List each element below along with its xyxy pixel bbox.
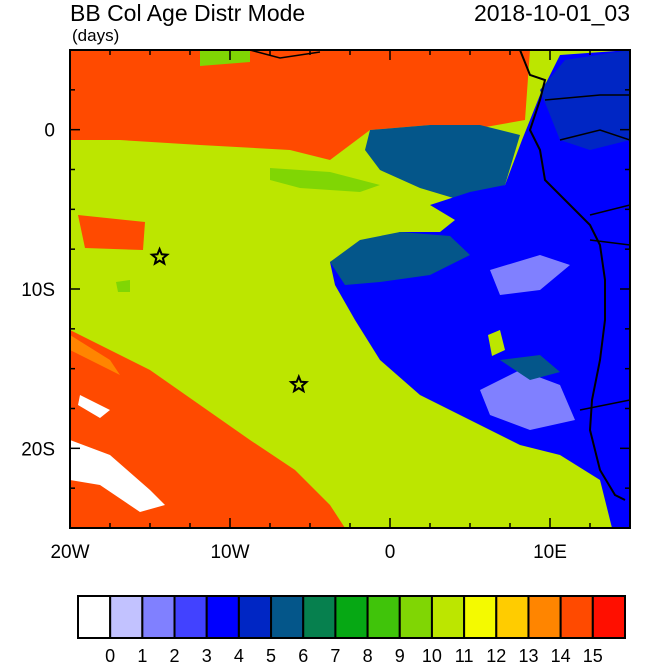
colorbar-box <box>463 595 498 639</box>
colorbar: 0 1 2 3 4 5 6 7 8 9 10 11 12 13 14 15 <box>77 595 627 666</box>
colorbar-box <box>109 595 144 639</box>
colorbar-label: 13 <box>518 646 538 666</box>
colorbar-box <box>591 595 627 639</box>
field-region-9 <box>270 168 380 192</box>
colorbar-label: 8 <box>363 646 373 666</box>
field-region-14 <box>78 215 145 250</box>
units-label: (days) <box>72 26 120 45</box>
field-region-13 <box>70 335 120 375</box>
colorbar-label: 15 <box>583 646 603 666</box>
axis-ticks: 20W 10W 0 10E 0 10S 20S <box>21 49 631 563</box>
field-region-6 <box>365 125 520 200</box>
colorbar-box <box>237 595 273 639</box>
colorbar-label: 10 <box>422 646 442 666</box>
colorbar-box <box>77 595 112 639</box>
coastline <box>519 50 626 501</box>
plot-title: BB Col Age Distr Mode <box>70 0 306 26</box>
colorbar-label: 3 <box>202 646 212 666</box>
field-region-14 <box>70 330 345 528</box>
x-tick-label: 10W <box>210 542 249 563</box>
colorbar-label: 14 <box>551 646 571 666</box>
colorbar-box <box>302 595 337 639</box>
colorbar-box <box>205 595 240 639</box>
markers-layer <box>149 246 309 394</box>
y-tick-label: 10S <box>21 280 55 301</box>
colorbar-box <box>559 595 594 639</box>
colorbar-label: 11 <box>455 646 474 666</box>
country-border <box>544 94 630 101</box>
colorbar-label: 9 <box>395 646 405 666</box>
field-region-6 <box>500 355 560 380</box>
star-marker-icon <box>288 373 309 394</box>
colorbar-box <box>398 595 433 639</box>
country-border <box>579 399 630 411</box>
colorbar-box <box>173 595 208 639</box>
field-region-6 <box>330 232 470 285</box>
map-field <box>70 50 630 528</box>
x-tick-label: 0 <box>385 542 396 563</box>
colorbar-label: 5 <box>266 646 276 666</box>
field-region-5 <box>540 50 630 150</box>
colorbar-box <box>495 595 530 639</box>
field-region-14 <box>70 50 530 160</box>
colorbar-label: 7 <box>330 646 340 666</box>
colorbar-box <box>141 595 176 639</box>
colorbar-box <box>366 595 401 639</box>
colorbar-label: 1 <box>137 646 147 666</box>
colorbar-label: 6 <box>298 646 308 666</box>
field-region-0 <box>78 395 110 418</box>
colorbar-label: 12 <box>486 646 506 666</box>
colorbar-box <box>334 595 369 639</box>
colorbar-box <box>270 595 305 639</box>
field-region-0 <box>70 440 165 512</box>
field-region-11 <box>488 330 505 356</box>
colorbar-label: 4 <box>234 646 244 666</box>
x-tick-label: 20W <box>50 542 89 563</box>
colorbar-box <box>527 595 562 639</box>
star-marker-icon <box>149 246 170 266</box>
colorbar-label: 0 <box>105 646 115 666</box>
y-tick-label: 20S <box>21 439 55 460</box>
country-border <box>249 50 321 59</box>
timestamp-label: 2018-10-01_03 <box>473 0 630 26</box>
colorbar-box <box>430 595 466 639</box>
field-region-2 <box>490 255 570 295</box>
country-border <box>589 204 630 216</box>
x-tick-label: 10E <box>533 542 567 563</box>
field-region-9 <box>116 280 130 292</box>
field-region-2 <box>480 370 575 430</box>
field-region-9 <box>200 50 250 66</box>
y-tick-label: 0 <box>44 121 55 142</box>
country-border <box>559 129 630 141</box>
country-border <box>589 239 630 246</box>
colorbar-label: 2 <box>170 646 180 666</box>
